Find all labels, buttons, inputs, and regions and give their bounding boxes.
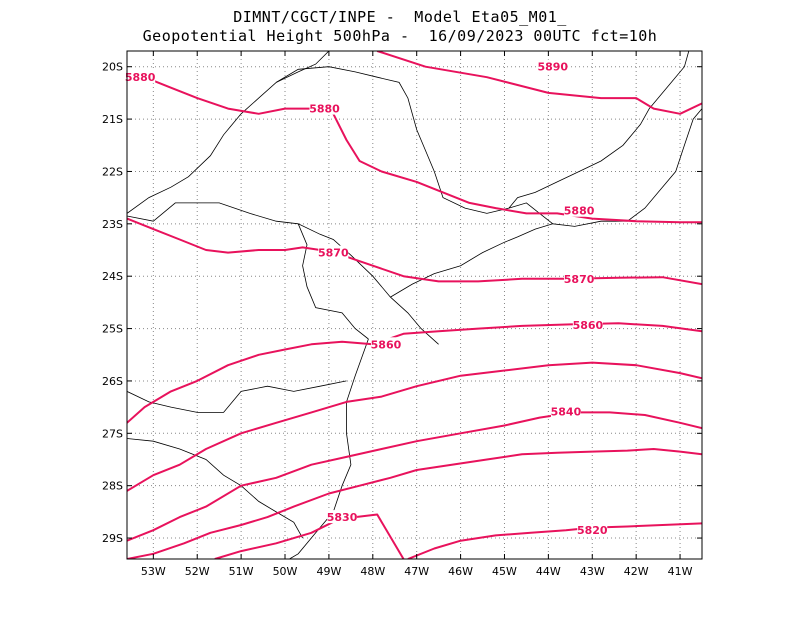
boundary-line	[275, 66, 554, 225]
contour-label: 5820	[577, 524, 608, 537]
contour-label: 5830	[327, 511, 358, 524]
boundary-line	[390, 108, 702, 298]
x-tick-label: 53W	[141, 565, 166, 578]
contour-label-bg	[550, 404, 581, 418]
boundary-line	[289, 338, 369, 559]
x-tick-label: 43W	[580, 565, 605, 578]
boundary-line	[127, 438, 303, 539]
contour-label: 5870	[564, 273, 595, 286]
y-tick-label: 22S	[102, 165, 123, 178]
y-tick-label: 24S	[102, 270, 123, 283]
contour-line-5820	[407, 522, 702, 559]
x-tick-label: 50W	[273, 565, 298, 578]
y-tick-label: 27S	[102, 427, 123, 440]
x-tick-label: 49W	[316, 565, 341, 578]
contour-line-5820	[214, 513, 405, 559]
boundary-line	[127, 51, 330, 214]
latitude-axis: 20S 21S 22S 23S 24S 25S 26S 27S 28S 29S	[102, 61, 702, 545]
contour-label: 5880	[125, 71, 156, 84]
contour-line-5860	[127, 322, 702, 424]
y-tick-label: 20S	[102, 61, 123, 74]
map-title-line-1: DIMNT/CGCT/INPE - Model Eta05_M01_	[233, 8, 567, 26]
x-tick-label: 44W	[536, 565, 561, 578]
contour-label-bg	[564, 203, 595, 217]
contour-label-bg	[125, 70, 156, 84]
contour-line-5830	[127, 448, 702, 559]
contour-line-5840	[127, 411, 702, 542]
contour-line-5880	[127, 70, 702, 224]
contour-label-bg	[309, 101, 340, 115]
contour-label-bg	[577, 523, 608, 537]
contour-label-bg	[537, 59, 568, 73]
contour-label-bg	[327, 510, 358, 524]
contour-labels: 5890 5880 5880 5880 5870 5870 5860 5860 5840 5830…	[125, 59, 608, 537]
x-tick-label: 51W	[229, 565, 254, 578]
y-tick-label: 26S	[102, 375, 123, 388]
contour-label-bg	[564, 271, 595, 285]
political-boundaries	[127, 51, 702, 559]
contour-line-5890	[376, 51, 702, 115]
y-tick-label: 29S	[102, 532, 123, 545]
y-tick-label: 23S	[102, 218, 123, 231]
boundary-line	[508, 51, 690, 209]
contour-label: 5860	[371, 338, 402, 351]
lat-lon-grid	[127, 51, 702, 559]
contour-label: 5880	[564, 205, 595, 218]
contour-line-5850	[127, 361, 702, 492]
contour-label: 5870	[318, 247, 349, 260]
plot-frame	[126, 50, 703, 560]
contour-label: 5860	[573, 319, 604, 332]
map-title-line-2: Geopotential Height 500hPa - 16/09/2023 …	[142, 27, 658, 45]
contour-label-bg	[370, 337, 401, 351]
boundary-line	[127, 202, 439, 345]
contour-label-bg	[318, 245, 349, 259]
x-tick-label: 48W	[360, 565, 385, 578]
contour-label-bg	[572, 317, 603, 331]
contour-line-5870	[127, 217, 702, 286]
x-tick-label: 52W	[185, 565, 210, 578]
boundary-line	[127, 380, 347, 413]
y-tick-label: 25S	[102, 323, 123, 336]
contour-label: 5880	[309, 103, 340, 116]
longitude-axis: 53W 52W 51W 50W 49W 48W 47W 46W 45W 44W 43W 42W 41W	[141, 51, 693, 578]
y-tick-label: 28S	[102, 480, 123, 493]
boundary-line	[297, 223, 369, 340]
y-tick-label: 21S	[102, 113, 123, 126]
x-tick-label: 47W	[404, 565, 429, 578]
x-tick-label: 42W	[624, 565, 649, 578]
contour-label: 5890	[537, 61, 568, 74]
x-tick-label: 41W	[668, 565, 693, 578]
x-tick-label: 46W	[448, 565, 473, 578]
contour-label: 5840	[551, 405, 582, 418]
geopotential-contours	[127, 51, 702, 559]
x-tick-label: 45W	[492, 565, 517, 578]
